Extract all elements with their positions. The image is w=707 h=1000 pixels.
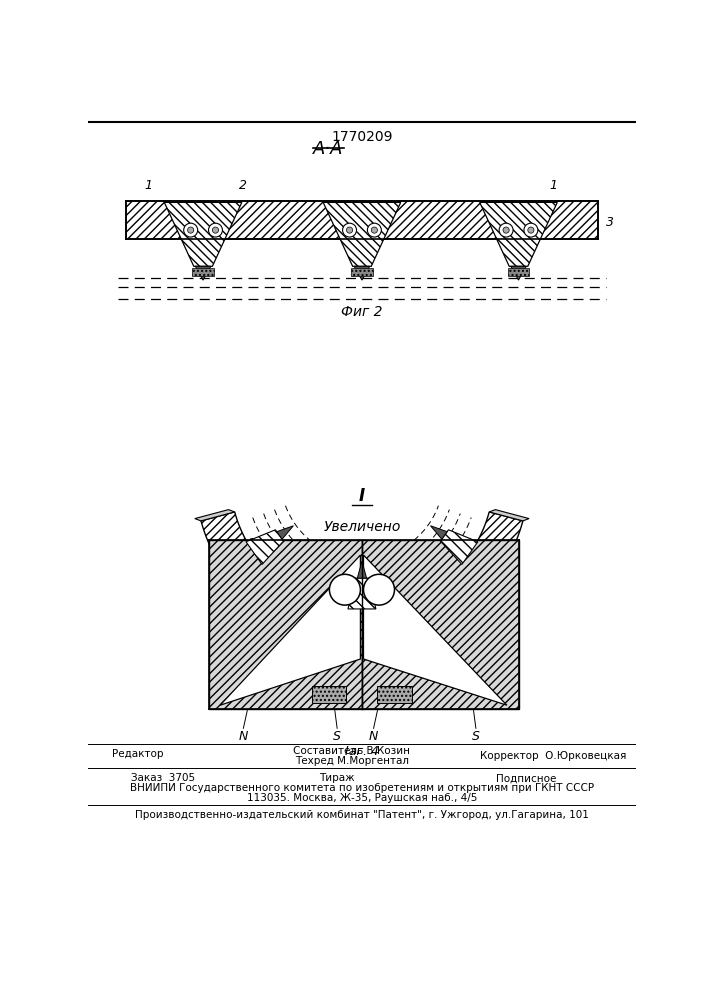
Circle shape <box>184 223 198 237</box>
Text: Подписное: Подписное <box>496 773 556 783</box>
Text: 113035. Москва, Ж-35, Раушская наб., 4/5: 113035. Москва, Ж-35, Раушская наб., 4/5 <box>247 793 477 803</box>
Polygon shape <box>323 202 401 266</box>
Circle shape <box>363 574 395 605</box>
Polygon shape <box>351 268 373 276</box>
Circle shape <box>371 227 378 233</box>
Text: Составитель В.Козин: Составитель В.Козин <box>293 746 410 756</box>
Text: Корректор  О.Юрковецкая: Корректор О.Юрковецкая <box>480 751 626 761</box>
Polygon shape <box>276 526 293 539</box>
Text: Техред М.Моргентал: Техред М.Моргентал <box>295 756 409 766</box>
Text: Заказ  3705: Заказ 3705 <box>131 773 195 783</box>
Polygon shape <box>431 526 447 539</box>
Text: Производственно-издательский комбинат "Патент", г. Ужгород, ул.Гагарина, 101: Производственно-издательский комбинат "П… <box>135 810 589 820</box>
Circle shape <box>524 223 538 237</box>
Polygon shape <box>510 266 526 280</box>
Polygon shape <box>489 510 529 521</box>
Text: Iаг. 4: Iаг. 4 <box>345 745 379 758</box>
Text: Редактор: Редактор <box>112 749 163 759</box>
Circle shape <box>343 223 356 237</box>
Circle shape <box>499 223 513 237</box>
Circle shape <box>528 227 534 233</box>
Polygon shape <box>378 686 412 703</box>
Polygon shape <box>192 268 214 276</box>
Text: Фиг 2: Фиг 2 <box>341 306 382 320</box>
Circle shape <box>212 227 218 233</box>
Text: 1770209: 1770209 <box>331 130 392 144</box>
Text: 1: 1 <box>549 179 557 192</box>
Polygon shape <box>220 555 361 705</box>
Polygon shape <box>312 686 346 703</box>
Polygon shape <box>195 266 211 280</box>
Text: 3: 3 <box>606 216 614 229</box>
Polygon shape <box>201 512 523 644</box>
Circle shape <box>346 227 353 233</box>
Text: 1: 1 <box>145 179 153 192</box>
Text: 2: 2 <box>240 179 247 192</box>
Polygon shape <box>362 540 518 709</box>
Circle shape <box>329 574 361 605</box>
Polygon shape <box>126 201 598 239</box>
Polygon shape <box>480 202 557 266</box>
Polygon shape <box>209 540 362 709</box>
Text: ВНИИПИ Государственного комитета по изобретениям и открытиям при ГКНТ СССР: ВНИИПИ Государственного комитета по изоб… <box>130 783 594 793</box>
Text: фиг. 3: фиг. 3 <box>341 664 382 677</box>
Text: 1: 1 <box>247 537 255 550</box>
Text: 3: 3 <box>495 578 503 591</box>
Text: S: S <box>472 730 480 742</box>
Polygon shape <box>195 510 235 521</box>
Text: Увеличено: Увеличено <box>323 520 401 534</box>
Polygon shape <box>246 530 284 564</box>
Text: I: I <box>359 487 365 505</box>
Text: A·A: A·A <box>313 140 344 158</box>
Text: N: N <box>369 730 378 742</box>
Polygon shape <box>164 202 242 266</box>
Polygon shape <box>354 266 370 280</box>
Text: S: S <box>333 730 341 742</box>
Text: Тираж: Тираж <box>319 773 354 783</box>
Polygon shape <box>508 268 530 276</box>
Circle shape <box>503 227 509 233</box>
Circle shape <box>187 227 194 233</box>
Polygon shape <box>348 578 376 609</box>
Polygon shape <box>357 561 367 578</box>
Polygon shape <box>440 530 478 564</box>
Circle shape <box>209 223 223 237</box>
Circle shape <box>368 223 381 237</box>
Text: N: N <box>239 730 248 742</box>
Polygon shape <box>363 555 507 705</box>
